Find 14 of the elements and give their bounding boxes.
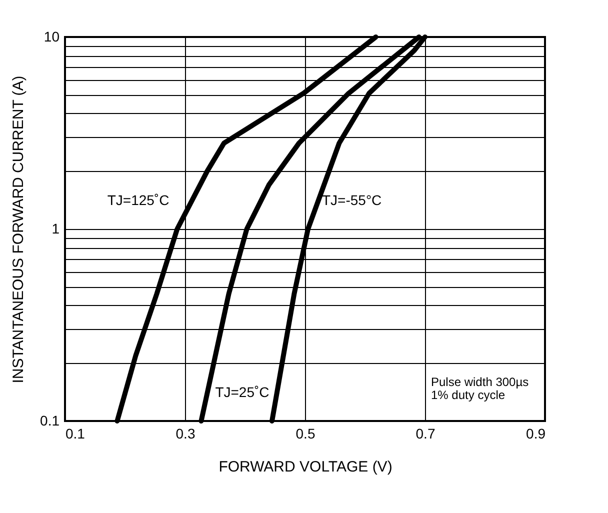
x-axis-title: FORWARD VOLTAGE (V): [218, 458, 392, 476]
x-tick-label: 0.7: [416, 426, 436, 442]
series-label: TJ=-55°C: [322, 192, 382, 208]
y-tick-label: 1: [52, 220, 60, 236]
x-tick-label: 0.3: [176, 426, 196, 442]
x-tick-label: 0.5: [296, 426, 316, 442]
annotation: Pulse width 300µs 1% duty cycle: [431, 375, 529, 402]
series-label: TJ=125˚C: [107, 192, 170, 208]
x-tick-label: 0.9: [526, 426, 546, 442]
y-tick-label: 0.1: [40, 412, 60, 428]
y-tick-label: 10: [44, 28, 60, 44]
series-label: TJ=25˚C: [215, 384, 270, 400]
x-tick-label: 0.1: [66, 426, 86, 442]
y-axis-title: INSTANTANEOUS FORWARD CURRENT (A): [10, 76, 28, 384]
